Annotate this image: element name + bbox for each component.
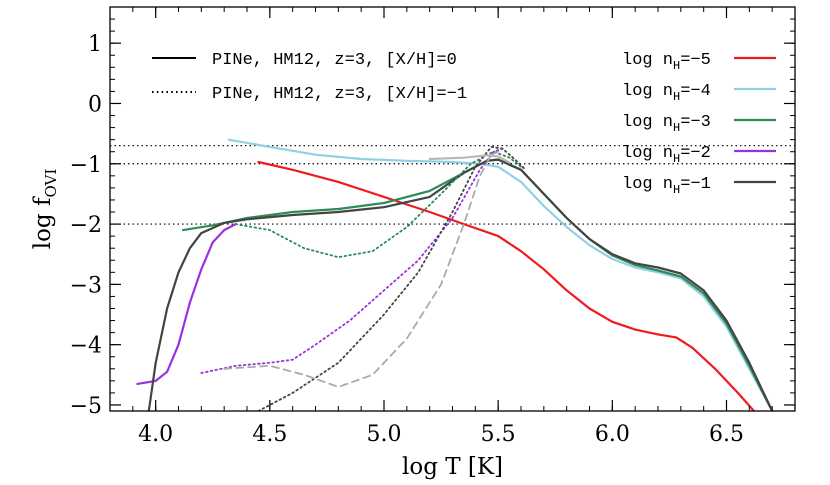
y-tick-label-3: −2 <box>70 213 102 238</box>
x-axis-label: log T [K] <box>402 454 503 480</box>
density-legend-label-1: log nH=−4 <box>622 82 711 104</box>
style-legend-label-0: PINe, HM12, z=3, [X/H]=0 <box>212 51 457 70</box>
y-tick-label-1: 0 <box>88 92 102 117</box>
x-tick-label-0: 4.0 <box>138 422 173 447</box>
y-tick-label-0: 1 <box>88 32 102 57</box>
y-tick-label-2: −1 <box>70 153 102 178</box>
x-tick-label-4: 6.0 <box>595 422 630 447</box>
line-style-legend: PINe, HM12, z=3, [X/H]=0 PINe, HM12, z=3,… <box>152 51 467 104</box>
x-tick-label-5: 6.5 <box>709 422 744 447</box>
x-tick-label-1: 4.5 <box>252 422 287 447</box>
y-tick-label-5: −4 <box>70 334 102 359</box>
x-tick-label-3: 5.5 <box>481 422 516 447</box>
series-line-2 <box>182 158 774 411</box>
density-legend-label-0: log nH=−5 <box>622 51 711 73</box>
series-line-5 <box>234 150 522 259</box>
series-line-7 <box>257 146 527 411</box>
series-line-9 <box>428 154 511 164</box>
y-tick-label-4: −3 <box>70 273 102 298</box>
y-axis-label: log fOVI <box>30 169 60 250</box>
series-line-0 <box>257 160 755 411</box>
series-line-1 <box>227 138 774 411</box>
style-legend-label-1: PINe, HM12, z=3, [X/H]=−1 <box>212 85 467 104</box>
density-legend-label-4: log nH=−1 <box>622 175 711 197</box>
reference-lines <box>110 145 795 225</box>
density-legend: log nH=−5 log nH=−4 log nH=−3 log nH=−2 log … <box>622 51 776 197</box>
axes: 4.0 4.5 5.0 5.5 6.0 6.5 1 0 −1 −2 −3 −4 −5 log T [K] l… <box>30 6 796 480</box>
x-tick-label-2: 5.0 <box>367 422 402 447</box>
series-line-8 <box>223 150 500 388</box>
series-line-3 <box>136 223 237 385</box>
density-legend-label-3: log nH=−2 <box>622 144 711 166</box>
density-legend-label-2: log nH=−3 <box>622 113 711 135</box>
series-line-4 <box>147 158 774 411</box>
series-line-6 <box>200 147 504 374</box>
y-tick-label-6: −5 <box>70 394 102 419</box>
series-layer <box>136 138 774 411</box>
